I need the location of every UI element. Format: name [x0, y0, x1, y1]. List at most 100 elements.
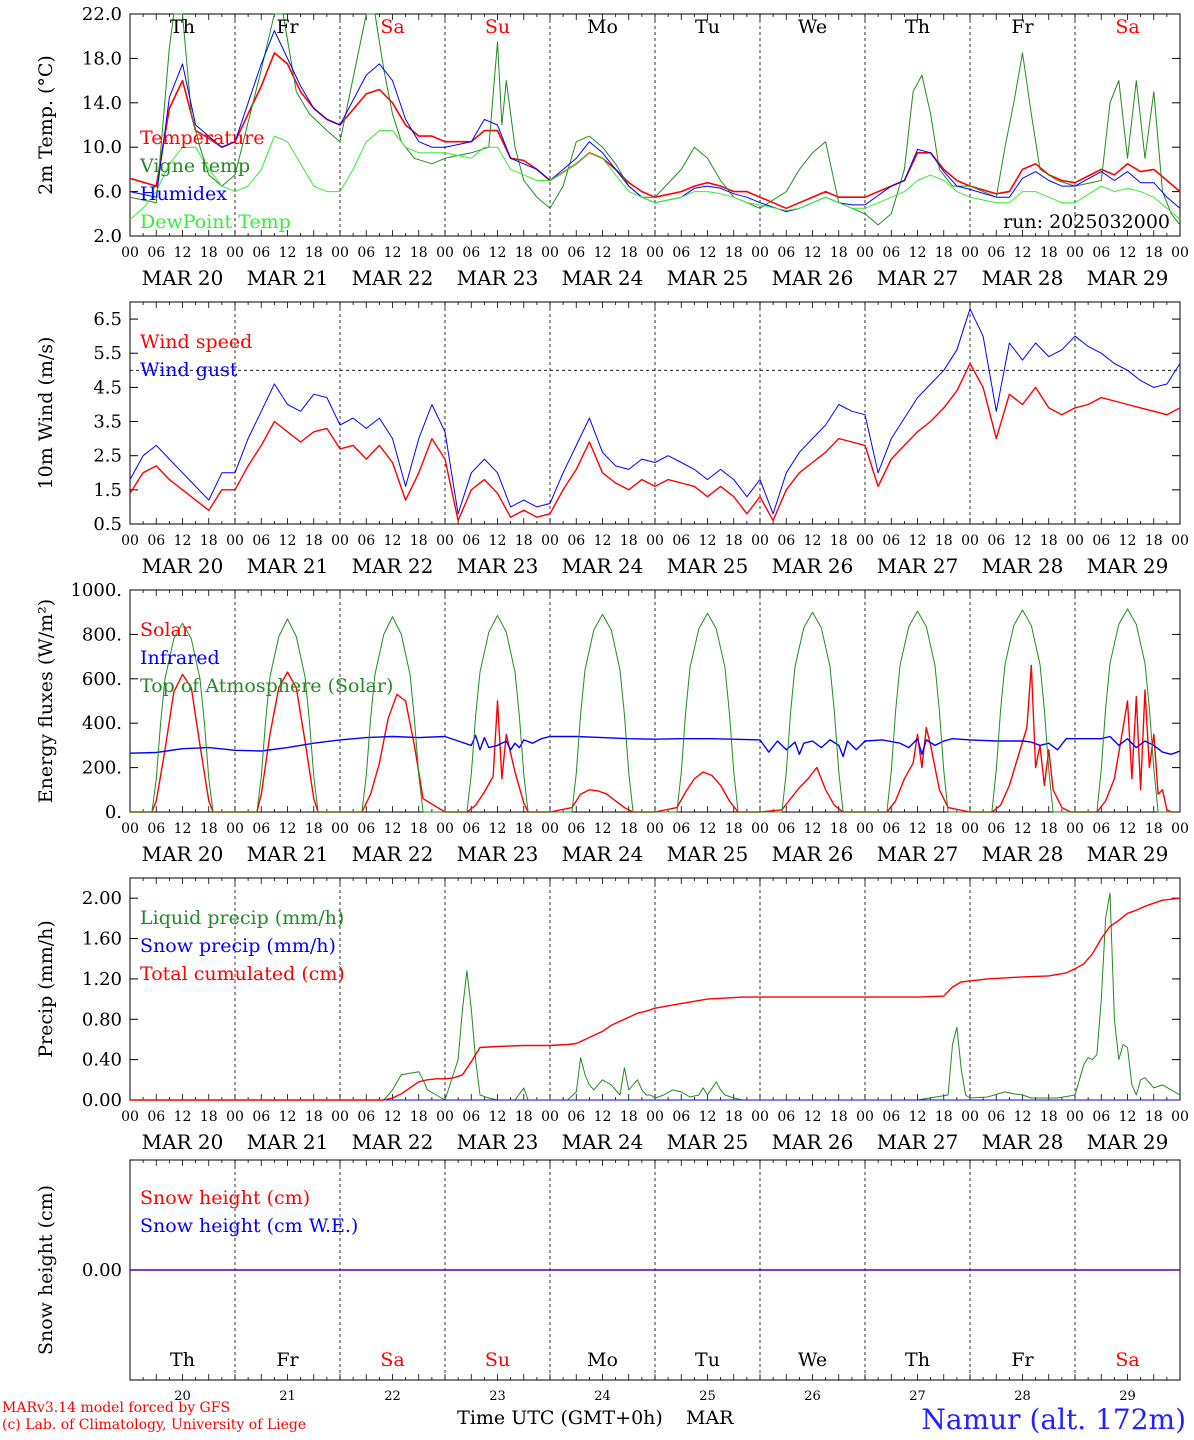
- date-label: MAR 23: [457, 554, 539, 578]
- hour-tick-label: 00: [751, 1109, 769, 1125]
- hour-tick-label: 12: [384, 821, 402, 837]
- hour-tick-label: 00: [121, 821, 139, 837]
- hour-tick-label: 12: [489, 533, 507, 549]
- y-tick-label: 0.5: [93, 514, 122, 535]
- day-number-label: 23: [489, 1389, 506, 1404]
- hour-tick-label: 12: [804, 821, 822, 837]
- y-tick-label: 0.40: [82, 1050, 122, 1071]
- weekday-label: Sa: [1115, 16, 1139, 38]
- hour-tick-label: 12: [699, 533, 717, 549]
- run-annotation: run: 2025032000: [1003, 211, 1170, 233]
- hour-tick-label: 12: [174, 821, 192, 837]
- date-label: MAR 27: [877, 266, 959, 290]
- hour-tick-label: 18: [1040, 245, 1058, 261]
- hour-tick-label: 18: [305, 533, 323, 549]
- hour-tick-label: 00: [121, 1109, 139, 1125]
- hour-tick-label: 00: [121, 245, 139, 261]
- credit-lab: (c) Lab. of Climatology, University of L…: [2, 1417, 307, 1433]
- hour-tick-label: 18: [620, 1109, 638, 1125]
- legend-entry: Snow height (cm W.E.): [140, 1215, 358, 1237]
- station-name: Namur (alt. 172m): [921, 1403, 1186, 1436]
- y-tick-label: 1.20: [82, 969, 122, 990]
- day-number-label: 24: [594, 1389, 611, 1404]
- legend-entry: Vigne temp: [139, 155, 250, 177]
- y-axis-label: 10m Wind (m/s): [35, 337, 57, 490]
- date-label: MAR 25: [667, 842, 749, 866]
- weekday-label: Th: [905, 16, 930, 38]
- weekday-label: Tu: [695, 1349, 720, 1371]
- hour-tick-label: 12: [909, 533, 927, 549]
- day-number-label: 28: [1014, 1389, 1031, 1404]
- series-wind-gust: [129, 308, 1181, 515]
- date-label: MAR 27: [877, 1130, 959, 1154]
- y-tick-label: 600.: [82, 669, 122, 690]
- weekday-label: Sa: [380, 16, 404, 38]
- hour-tick-label: 00: [226, 1109, 244, 1125]
- y-tick-label: 10.0: [82, 137, 122, 158]
- date-label: MAR 29: [1087, 554, 1169, 578]
- hour-tick-label: 18: [305, 245, 323, 261]
- hour-tick-label: 18: [830, 821, 848, 837]
- y-tick-label: 2.00: [82, 888, 122, 909]
- hour-tick-label: 12: [594, 821, 612, 837]
- weekday-label: Fr: [1011, 16, 1034, 38]
- hour-tick-label: 00: [646, 821, 664, 837]
- hour-tick-label: 00: [961, 1109, 979, 1125]
- hour-tick-label: 18: [200, 245, 218, 261]
- y-tick-label: 1000.: [70, 580, 122, 601]
- panel-temp: [129, 13, 1181, 237]
- hour-tick-label: 18: [935, 821, 953, 837]
- hour-tick-label: 06: [882, 245, 900, 261]
- series-dewpoint-temp: [129, 130, 1181, 220]
- hour-tick-label: 12: [174, 533, 192, 549]
- hour-tick-label: 18: [620, 821, 638, 837]
- hour-tick-label: 12: [489, 821, 507, 837]
- hour-tick-label: 18: [830, 1109, 848, 1125]
- y-tick-label: 18.0: [82, 48, 122, 69]
- weekday-label: Su: [485, 16, 510, 38]
- hour-tick-label: 12: [174, 1109, 192, 1125]
- y-tick-label: 1.60: [82, 929, 122, 950]
- hour-tick-label: 06: [357, 533, 375, 549]
- date-label: MAR 25: [667, 554, 749, 578]
- day-number-label: 21: [279, 1389, 296, 1404]
- date-label: MAR 24: [562, 842, 644, 866]
- date-label: MAR 28: [982, 266, 1064, 290]
- hour-tick-label: 12: [279, 1109, 297, 1125]
- hour-tick-label: 18: [305, 1109, 323, 1125]
- hour-tick-label: 00: [1171, 533, 1189, 549]
- y-tick-label: 800.: [82, 624, 122, 645]
- date-label: MAR 28: [982, 1130, 1064, 1154]
- hour-tick-label: 06: [777, 533, 795, 549]
- hour-tick-label: 18: [410, 1109, 428, 1125]
- hour-tick-label: 06: [147, 821, 165, 837]
- date-label: MAR 20: [142, 1130, 224, 1154]
- hour-tick-label: 06: [1092, 245, 1110, 261]
- y-tick-label: 0.80: [82, 1009, 122, 1030]
- hour-tick-label: 06: [672, 533, 690, 549]
- hour-tick-label: 18: [1040, 1109, 1058, 1125]
- hour-tick-label: 18: [200, 821, 218, 837]
- date-label: MAR 21: [247, 842, 329, 866]
- hour-tick-label: 06: [252, 533, 270, 549]
- hour-tick-label: 00: [751, 533, 769, 549]
- legend-entry: Solar: [140, 619, 192, 641]
- hour-tick-label: 00: [226, 533, 244, 549]
- y-tick-label: 6.5: [93, 309, 122, 330]
- hour-tick-label: 18: [515, 821, 533, 837]
- legend-entry: Wind speed: [140, 331, 252, 353]
- hour-tick-label: 06: [567, 1109, 585, 1125]
- hour-tick-label: 12: [1014, 821, 1032, 837]
- hour-tick-label: 06: [882, 821, 900, 837]
- weekday-label: Mo: [587, 16, 618, 38]
- hour-tick-label: 12: [699, 245, 717, 261]
- hour-tick-label: 18: [305, 821, 323, 837]
- hour-tick-label: 06: [357, 245, 375, 261]
- y-tick-label: 14.0: [82, 93, 122, 114]
- y-axis-label: Precip (mm/h): [35, 920, 57, 1058]
- hour-tick-label: 06: [252, 245, 270, 261]
- hour-tick-label: 00: [541, 1109, 559, 1125]
- hour-tick-label: 18: [1145, 821, 1163, 837]
- weekday-label: We: [798, 16, 827, 38]
- hour-tick-label: 12: [1014, 533, 1032, 549]
